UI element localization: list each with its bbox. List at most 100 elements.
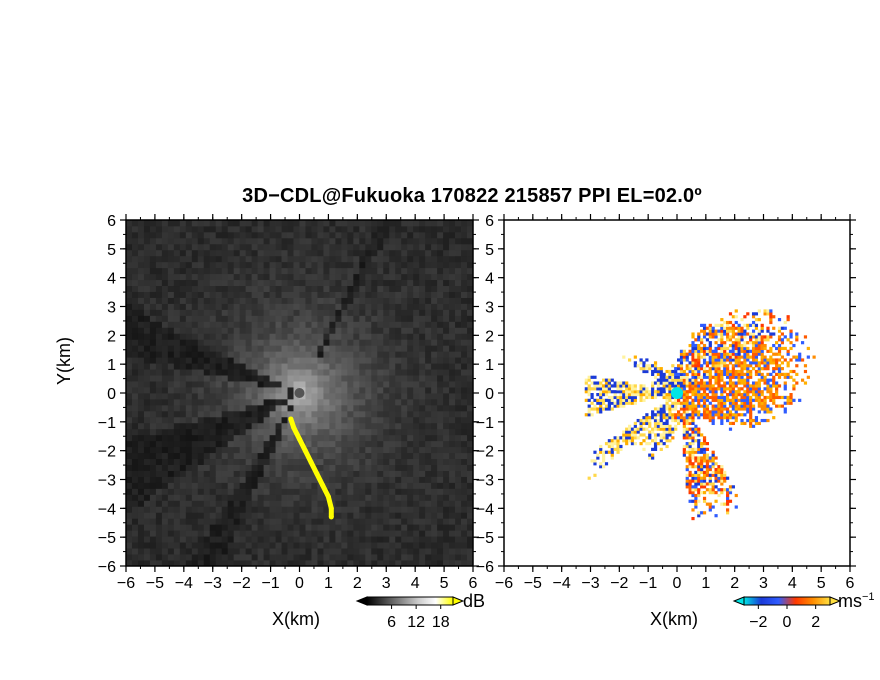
intensity-cell (359, 458, 366, 465)
velocity-cell (734, 349, 738, 353)
intensity-cell (419, 530, 426, 537)
velocity-cell (720, 384, 724, 388)
intensity-cell (191, 536, 199, 543)
intensity-cell (395, 512, 402, 519)
intensity-cell (269, 524, 276, 531)
intensity-cell (377, 237, 384, 245)
intensity-cell (167, 548, 175, 555)
intensity-cell (425, 440, 432, 448)
intensity-cell (341, 470, 348, 477)
intensity-cell (377, 482, 384, 489)
velocity-cell (688, 381, 692, 385)
velocity-cell (702, 390, 707, 394)
velocity-cell (607, 381, 611, 385)
velocity-cell (688, 413, 692, 417)
intensity-cell (371, 243, 378, 251)
velocity-cell (651, 430, 655, 434)
velocity-cell (688, 450, 692, 454)
intensity-cell (443, 291, 450, 298)
velocity-cell (584, 378, 588, 382)
intensity-cell (305, 243, 312, 251)
intensity-cell (143, 381, 151, 388)
intensity-cell (299, 333, 306, 340)
intensity-cell (149, 279, 157, 287)
intensity-cell (365, 506, 372, 513)
intensity-cell (143, 494, 151, 501)
intensity-cell (149, 410, 157, 418)
velocity-cell (587, 413, 591, 417)
intensity-cell (251, 279, 259, 287)
intensity-cell (293, 440, 300, 448)
velocity-cell (671, 430, 675, 434)
intensity-cell (275, 297, 282, 304)
intensity-cell (281, 351, 288, 358)
intensity-cell (293, 476, 300, 483)
intensity-cell (233, 506, 241, 513)
intensity-cell (239, 428, 247, 436)
velocity-cell (743, 341, 747, 345)
velocity-cell (705, 384, 710, 388)
intensity-cell (239, 470, 247, 477)
intensity-cell (245, 428, 253, 436)
intensity-cell (233, 548, 241, 555)
velocity-cell (711, 364, 715, 368)
intensity-cell (161, 369, 169, 376)
intensity-cell (191, 446, 199, 454)
intensity-cell (215, 422, 223, 430)
intensity-cell (221, 339, 229, 346)
intensity-cell (287, 530, 294, 537)
velocity-cell (599, 390, 603, 394)
intensity-cell (389, 398, 396, 406)
intensity-cell (179, 231, 187, 239)
intensity-cell (389, 363, 396, 370)
intensity-cell (443, 500, 450, 507)
chart-title: 3D−CDL@Fukuoka 170822 215857 PPI EL=02.0… (242, 185, 702, 207)
intensity-cell (329, 273, 336, 281)
velocity-cell (734, 384, 738, 388)
velocity-cell (720, 346, 724, 351)
intensity-cell (137, 404, 145, 412)
velocity-cell (734, 343, 738, 348)
intensity-cell (143, 345, 151, 352)
intensity-cell (389, 410, 396, 418)
intensity-cell (293, 351, 300, 358)
intensity-cell (233, 554, 241, 561)
velocity-cell (714, 361, 718, 365)
intensity-cell (431, 273, 438, 281)
velocity-cell (607, 395, 611, 400)
velocity-cell (734, 404, 738, 408)
velocity-cell (746, 384, 750, 388)
intensity-cell (143, 297, 151, 304)
intensity-cell (239, 422, 247, 430)
intensity-cell (437, 542, 444, 549)
intensity-cell (311, 309, 318, 316)
intensity-cell (449, 524, 456, 531)
velocity-cell (708, 459, 712, 463)
intensity-cell (257, 488, 265, 495)
intensity-cell (173, 393, 181, 400)
intensity-cell (317, 452, 324, 460)
velocity-cell (720, 387, 724, 391)
intensity-cell (203, 476, 211, 483)
intensity-cell (143, 291, 151, 298)
intensity-cell (239, 387, 247, 394)
intensity-cell (335, 560, 342, 567)
intensity-cell (126, 231, 133, 239)
intensity-cell (305, 482, 312, 489)
intensity-cell (233, 327, 241, 334)
intensity-cell (191, 482, 199, 489)
intensity-cell (365, 398, 372, 406)
velocity-cell (726, 496, 730, 500)
intensity-cell (341, 398, 348, 406)
velocity-cell (723, 329, 727, 333)
velocity-cell (700, 329, 704, 333)
intensity-cell (305, 560, 312, 567)
velocity-cell (697, 346, 701, 351)
intensity-cell (353, 458, 360, 465)
intensity-cell (281, 482, 288, 489)
velocity-cell (711, 505, 715, 509)
velocity-cell (751, 404, 756, 408)
intensity-cell (191, 554, 199, 561)
intensity-cell (245, 464, 253, 471)
intensity-cell (401, 530, 408, 537)
